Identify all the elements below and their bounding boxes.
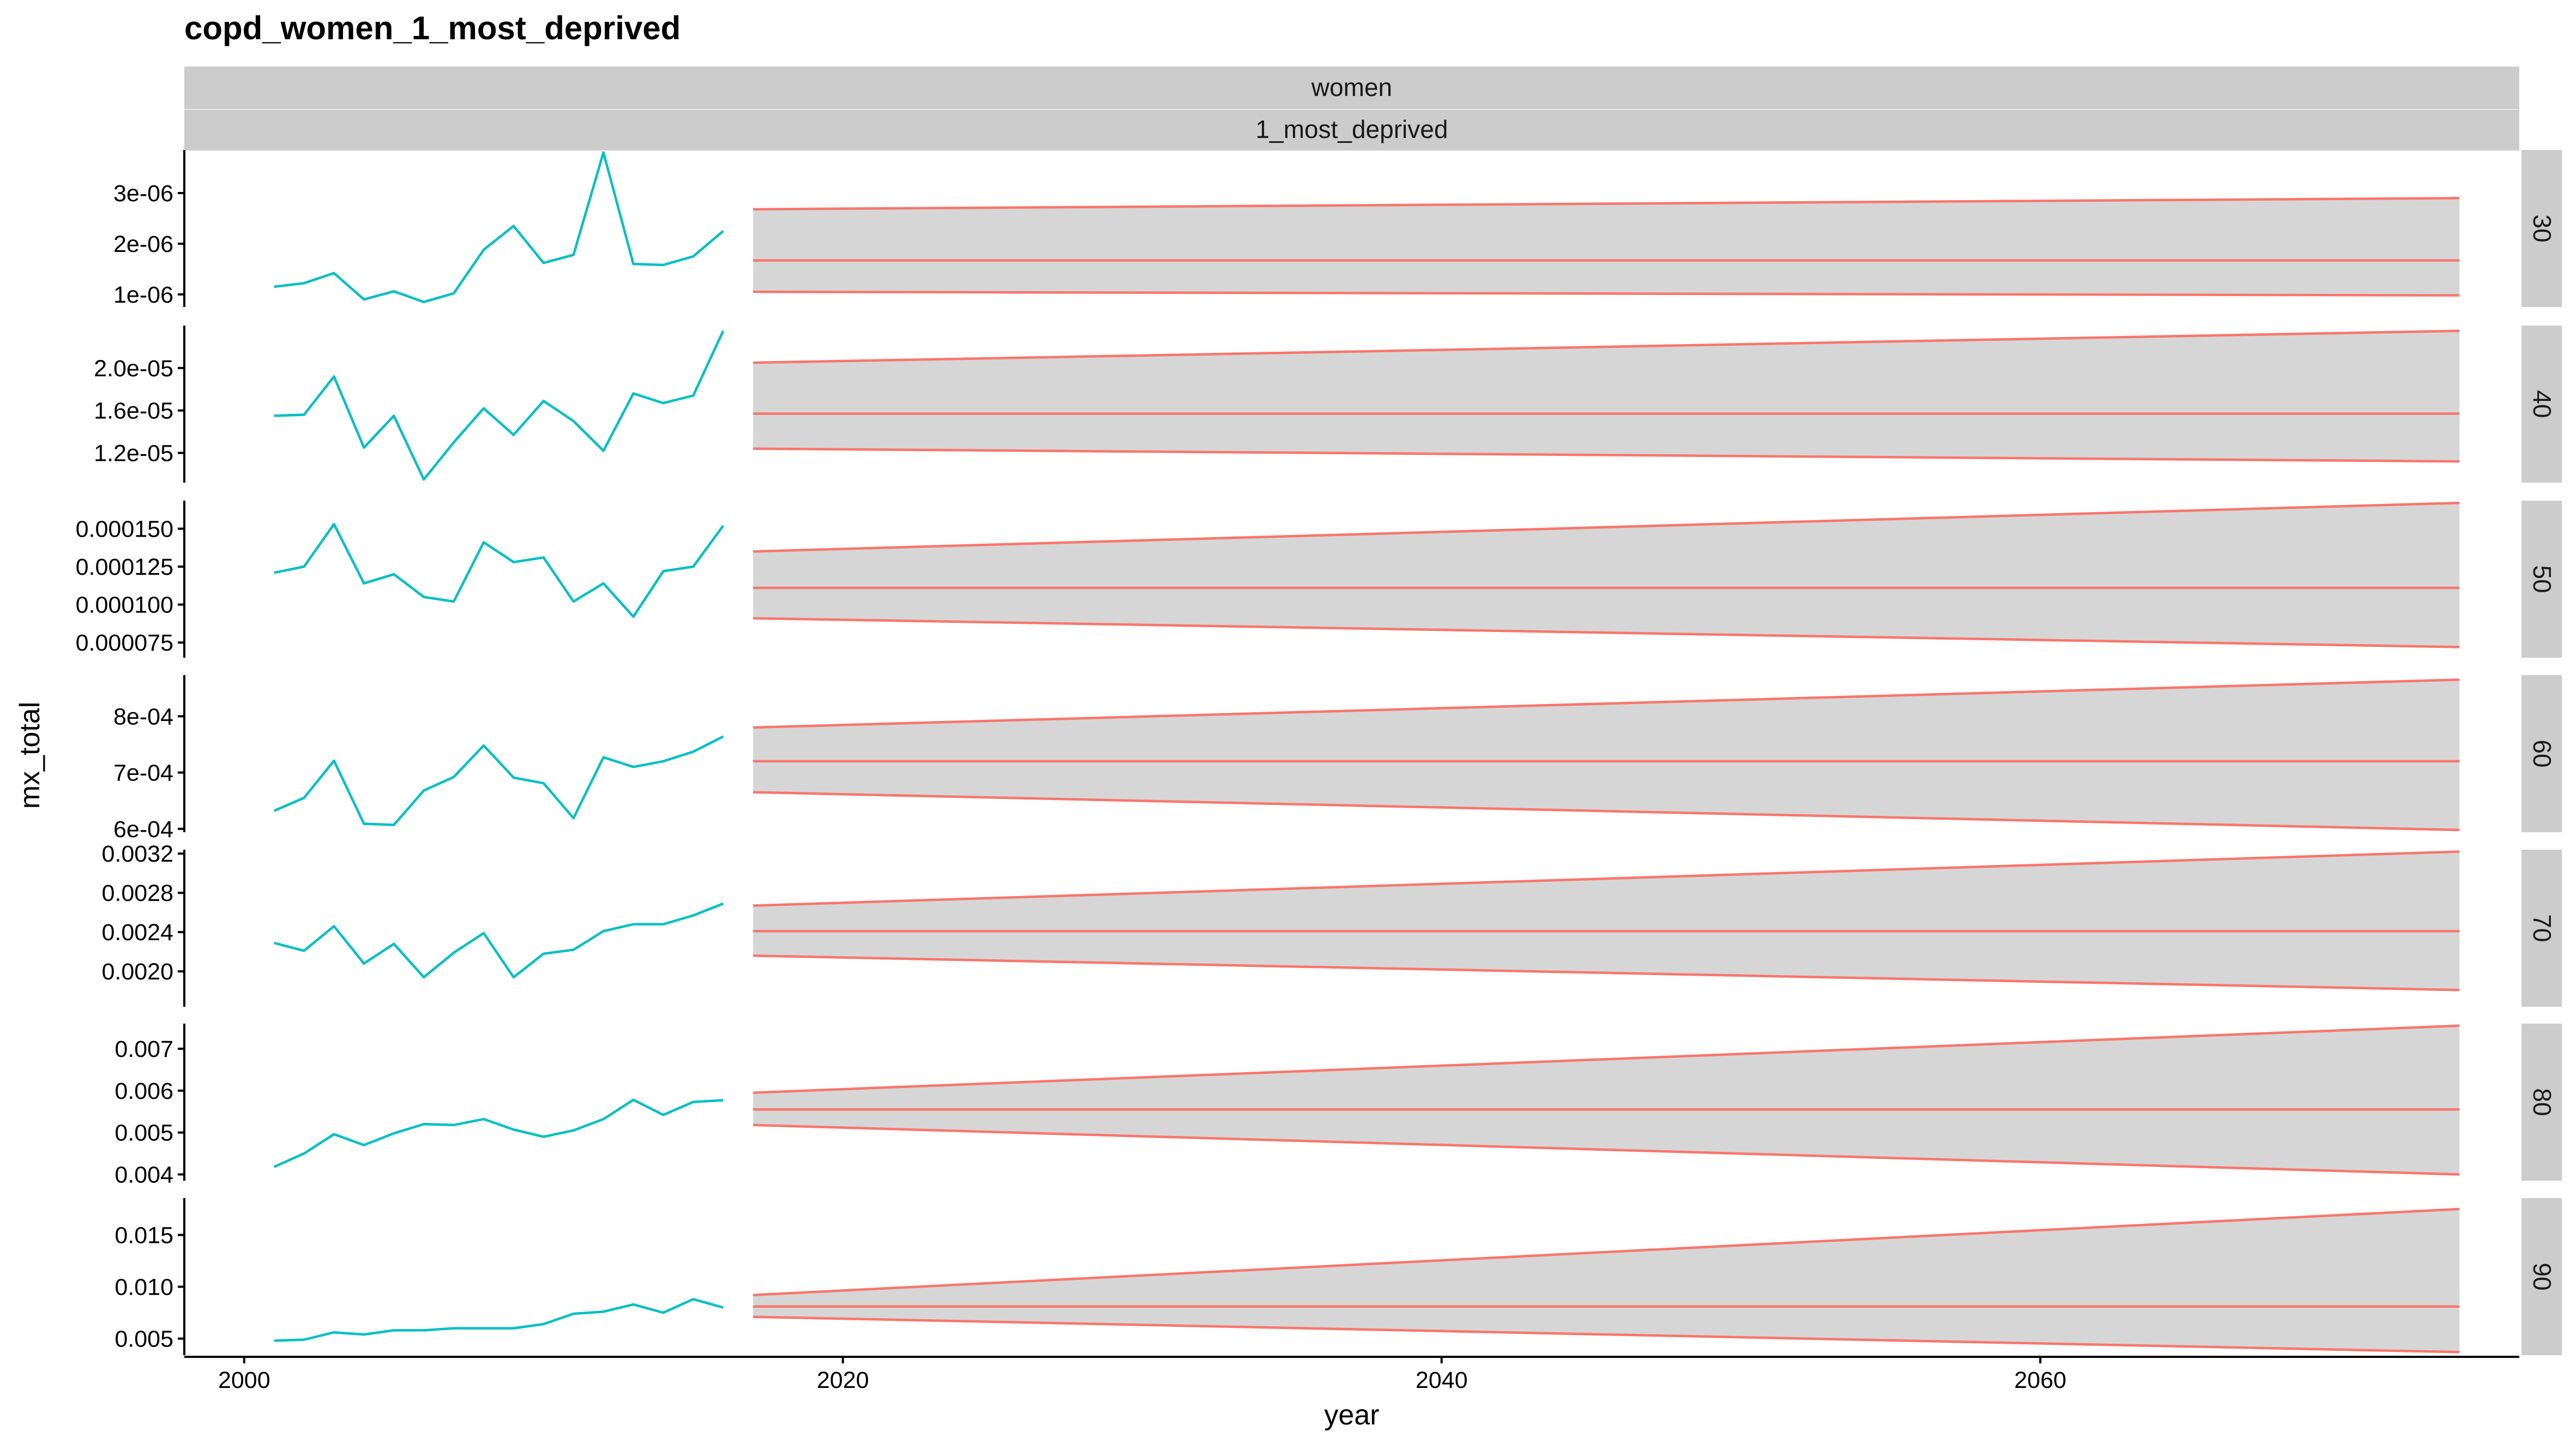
row-strip-label: 70	[2528, 914, 2556, 942]
facet-panel-30: 1e-06 2e-06 3e-06 30	[113, 150, 2562, 308]
column-strip-deprivation	[184, 110, 2519, 151]
row-strip	[2521, 501, 2562, 658]
y-tick-label: 2.0e-05	[94, 356, 173, 382]
y-tick-label: 0.0028	[101, 880, 173, 906]
x-tick-label: 2060	[2014, 1367, 2067, 1393]
x-tick-label: 2020	[817, 1367, 869, 1393]
facet-panel-60: 6e-04 7e-04 8e-04 60	[113, 675, 2562, 843]
row-strip	[2521, 150, 2562, 307]
facet-panel-90: 0.005 0.010 0.015 90	[115, 1198, 2562, 1355]
row-strip-label: 40	[2528, 390, 2556, 418]
y-tick-label: 0.0024	[101, 919, 173, 946]
forecast-interval-band	[753, 851, 2460, 990]
y-tick-label: 3e-06	[113, 181, 173, 207]
row-strip	[2521, 1198, 2562, 1355]
y-tick-label: 0.005	[115, 1326, 173, 1352]
observed-series-line	[274, 330, 725, 481]
forecast-lower-line	[753, 791, 2460, 832]
y-tick-label: 0.006	[115, 1078, 173, 1104]
forecast-interval-band	[753, 680, 2460, 830]
y-tick-label: 8e-04	[113, 704, 173, 730]
y-tick-label: 0.000150	[76, 516, 173, 543]
forecast-lower-line	[753, 290, 2460, 297]
row-strip	[2521, 675, 2562, 832]
y-tick-label: 0.0020	[101, 959, 173, 985]
y-axis-title: mx_total	[14, 702, 46, 809]
x-axis: 2000 2020 2040 2060	[218, 1357, 2066, 1393]
column-strip-deprivation-label: 1_most_deprived	[1256, 115, 1448, 143]
observed-series-line	[274, 522, 725, 618]
observed-series-line	[274, 902, 724, 979]
y-tick-label: 0.007	[115, 1036, 173, 1062]
column-strip-gender	[184, 67, 2519, 109]
y-tick-label: 0.005	[115, 1120, 173, 1146]
forecast-lower-line	[753, 1123, 2460, 1176]
forecast-interval-band	[753, 198, 2460, 296]
forecast-lower-line	[753, 617, 2460, 648]
row-strip-label: 30	[2528, 214, 2556, 242]
row-strip-label: 50	[2528, 565, 2556, 593]
y-tick-label: 0.015	[115, 1223, 173, 1249]
forecast-interval-band	[753, 503, 2460, 647]
forecast-interval-band	[753, 1209, 2460, 1352]
facet-panel-80: 0.004 0.005 0.006 0.007 80	[115, 1024, 2562, 1188]
y-tick-label: 0.010	[115, 1274, 173, 1301]
observed-series-line	[273, 735, 724, 826]
facet-panel-40: 1.2e-05 1.6e-05 2.0e-05 40	[94, 326, 2562, 483]
row-strip	[2521, 850, 2562, 1007]
forecast-upper-line	[753, 850, 2460, 907]
forecast-lower-line	[753, 1315, 2460, 1354]
y-tick-label: 7e-04	[113, 760, 173, 786]
y-tick-label: 1.6e-05	[94, 398, 173, 424]
forecast-upper-line	[753, 329, 2460, 364]
facet-panels: 1e-06 2e-06 3e-06 30 1.2e-05 1.6e-05 2.0e-05 40…	[76, 150, 2562, 1355]
forecast-upper-line	[753, 197, 2460, 211]
y-tick-label: 6e-04	[113, 816, 173, 843]
x-axis-title: year	[1324, 1399, 1379, 1431]
facet-panel-70: 0.0020 0.0024 0.0028 0.0032 70	[101, 841, 2562, 1007]
forecast-upper-line	[753, 1024, 2460, 1094]
y-tick-label: 1e-06	[113, 282, 173, 308]
x-tick-label: 2000	[218, 1367, 270, 1393]
observed-series-line	[274, 151, 724, 303]
forecast-upper-line	[753, 1207, 2460, 1296]
y-tick-label: 1.2e-05	[94, 441, 173, 467]
forecast-interval-band	[753, 330, 2460, 462]
row-strip-label: 80	[2528, 1088, 2556, 1116]
y-tick-label: 0.0032	[101, 841, 173, 867]
row-strip-label: 60	[2528, 739, 2556, 767]
forecast-upper-line	[753, 501, 2460, 553]
observed-series-line	[273, 1098, 724, 1168]
y-tick-label: 0.000100	[76, 592, 173, 618]
forecast-upper-line	[753, 678, 2460, 729]
forecast-lower-line	[753, 954, 2460, 991]
chart-title: copd_women_1_most_deprived	[184, 10, 681, 46]
observed-series-line	[274, 1298, 724, 1342]
row-strip-label: 90	[2528, 1262, 2556, 1290]
y-tick-label: 0.000075	[76, 630, 173, 656]
row-strip	[2521, 1024, 2562, 1181]
y-tick-label: 0.000125	[76, 554, 173, 580]
row-strip	[2521, 326, 2562, 483]
x-tick-label: 2040	[1416, 1367, 1468, 1393]
y-tick-label: 2e-06	[113, 231, 173, 257]
forecast-lower-line	[753, 447, 2460, 463]
y-tick-label: 0.004	[115, 1162, 173, 1188]
column-strip-gender-label: women	[1311, 73, 1392, 101]
facet-panel-50: 0.000075 0.000100 0.000125 0.000150 50	[76, 501, 2562, 658]
